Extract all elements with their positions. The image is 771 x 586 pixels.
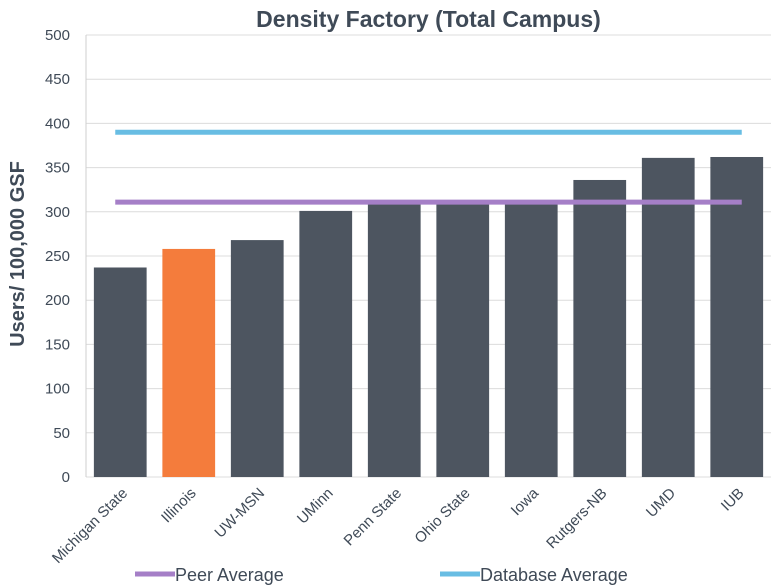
x-tick-label: Rutgers-NB <box>543 485 610 552</box>
y-tick-label: 450 <box>45 71 70 88</box>
bar-umd <box>641 157 695 477</box>
bar-rutgers-nb <box>573 179 627 477</box>
y-tick-label: 150 <box>45 336 70 353</box>
bar-illinois <box>162 248 216 477</box>
y-tick-label: 300 <box>45 204 70 221</box>
bars <box>93 156 764 478</box>
legend: Peer Average Database Average <box>135 565 628 585</box>
bar-uminn <box>299 210 353 477</box>
reference-lines <box>115 129 742 205</box>
x-tick-label: Iowa <box>508 484 543 519</box>
y-tick-label: 500 <box>45 27 70 44</box>
x-tick-label: Penn State <box>341 485 406 550</box>
legend-label: Peer Average <box>175 565 284 585</box>
bar-uw-msn <box>230 240 284 477</box>
x-tick-label: UMinn <box>294 485 337 528</box>
x-axis-ticks: Michigan State Illinois UW-MSN UMinn Penn St… <box>49 484 748 567</box>
x-tick-label: Michigan State <box>49 485 131 567</box>
y-tick-label: 350 <box>45 160 70 177</box>
bar-penn-state <box>367 202 421 477</box>
y-tick-label: 200 <box>45 292 70 309</box>
x-tick-label: Illinois <box>158 485 199 526</box>
x-tick-label: UW-MSN <box>211 485 268 542</box>
bar-michigan-state <box>93 267 147 477</box>
x-tick-label: UMD <box>643 485 679 521</box>
bar-ohio-state <box>436 202 490 478</box>
bar-iowa <box>504 201 558 477</box>
x-tick-label: IUB <box>718 485 748 515</box>
chart-title: Density Factory (Total Campus) <box>256 6 601 32</box>
y-tick-label: 50 <box>53 425 70 442</box>
y-tick-label: 100 <box>45 381 70 398</box>
y-tick-label: 250 <box>45 248 70 265</box>
y-axis-ticks: 0 50 100 150 200 250 300 350 400 450 500 <box>45 27 70 486</box>
bar-iub <box>710 156 764 477</box>
y-tick-label: 400 <box>45 115 70 132</box>
y-axis-label: Users/ 100,000 GSF <box>7 161 29 347</box>
y-tick-label: 0 <box>62 469 70 486</box>
x-tick-label: Ohio State <box>411 485 473 547</box>
legend-label: Database Average <box>480 565 628 585</box>
